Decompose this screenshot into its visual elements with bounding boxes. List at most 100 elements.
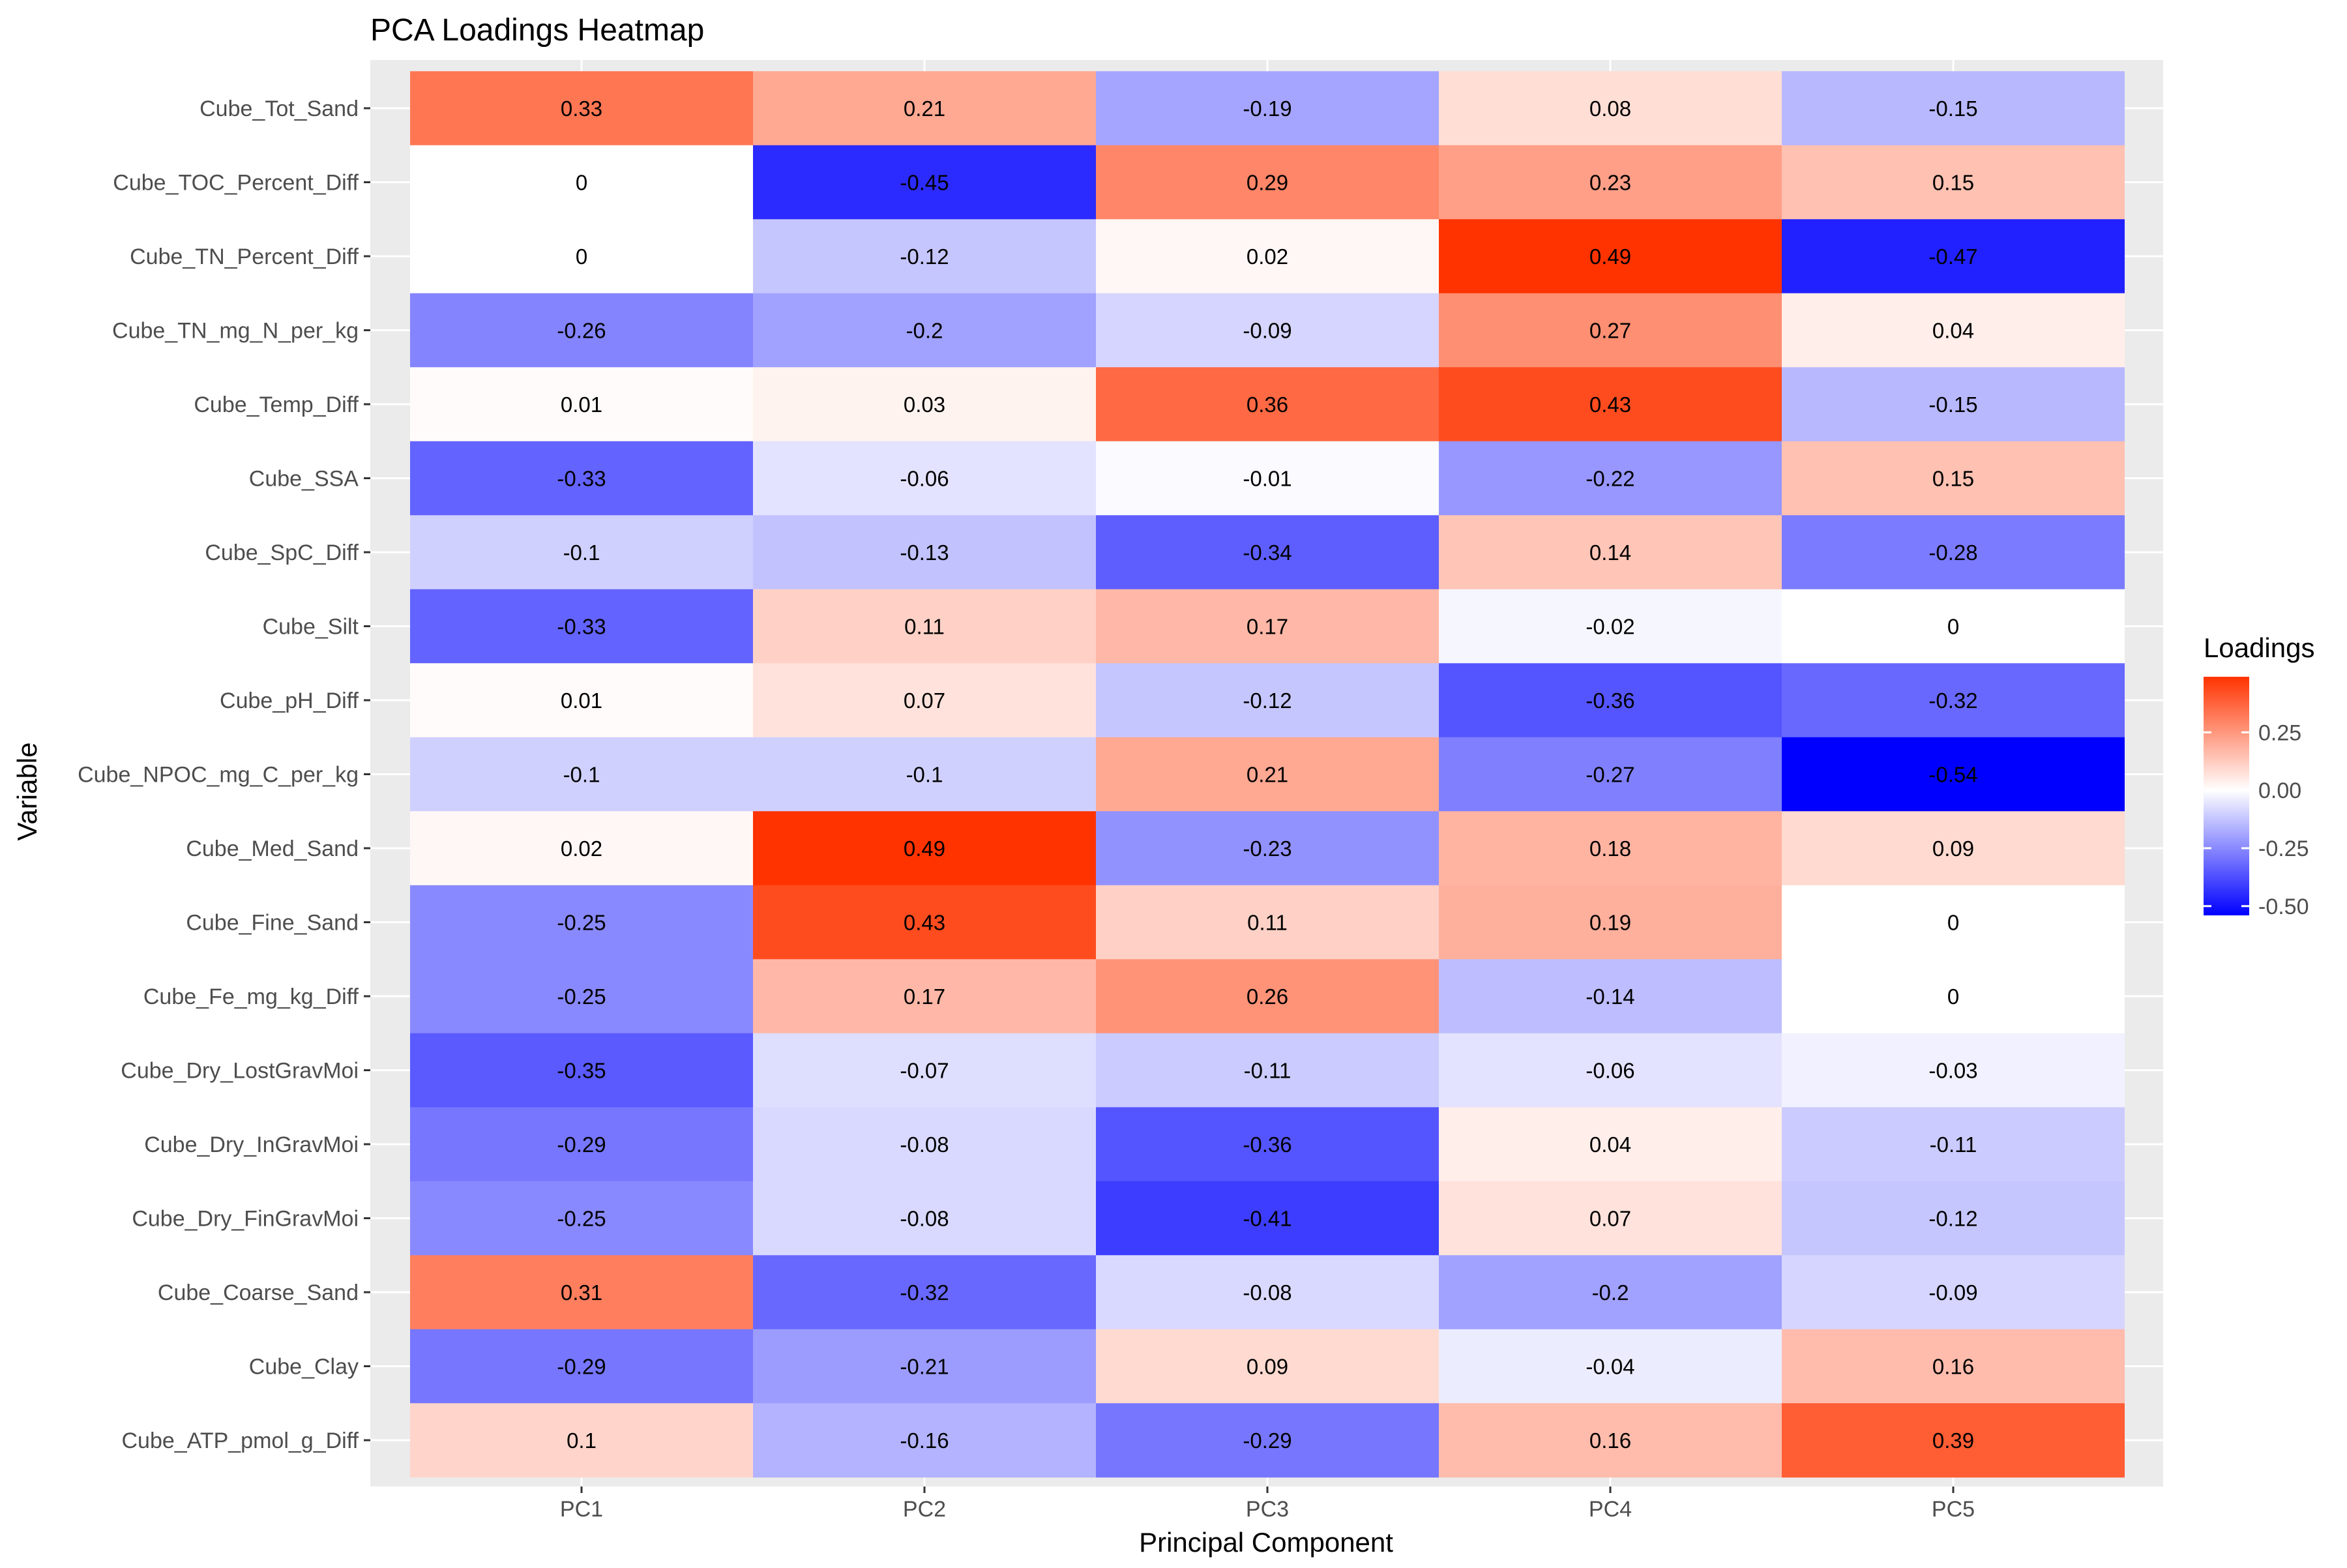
cell-value-label: 0.02: [1247, 244, 1288, 269]
cell-value-label: 0.14: [1589, 540, 1631, 565]
cell-value-label: -0.11: [1244, 1059, 1292, 1083]
heatmap-cell: [410, 589, 753, 664]
cell-value-label: 0.43: [1589, 392, 1631, 417]
heatmap-cell: [1096, 589, 1439, 664]
heatmap-cell: [753, 1181, 1096, 1256]
cell-value-label: -0.09: [1243, 319, 1292, 343]
cell-value-label: -0.07: [900, 1059, 949, 1083]
cell-value-label: -0.47: [1928, 244, 1977, 269]
heatmap-cell: [1096, 737, 1439, 812]
heatmap-cell: [753, 1107, 1096, 1182]
cell-value-label: -0.1: [563, 540, 600, 565]
cell-value-label: -0.35: [557, 1059, 606, 1083]
heatmap-cell: [1096, 145, 1439, 220]
heatmap-cell: [1096, 1403, 1439, 1478]
cell-value-label: 0.33: [561, 96, 602, 121]
heatmap-cell: [1782, 219, 2125, 294]
heatmap-cell: [1096, 663, 1439, 738]
cell-value-label: -0.1: [906, 763, 943, 787]
cell-value-label: 0.49: [904, 836, 945, 861]
cell-value-label: -0.08: [900, 1132, 949, 1157]
heatmap-cell: [410, 441, 753, 516]
heatmap-cell: [1782, 1033, 2125, 1108]
cell-value-label: -0.23: [1243, 836, 1292, 861]
heatmap-cell: [1096, 293, 1439, 368]
cell-value-label: 0.04: [1589, 1132, 1631, 1157]
cell-value-label: -0.12: [900, 244, 949, 269]
cell-value-label: -0.16: [900, 1428, 949, 1453]
cell-value-label: -0.36: [1243, 1132, 1292, 1157]
cell-value-label: -0.29: [557, 1355, 606, 1379]
cell-value-label: 0.21: [904, 96, 945, 121]
heatmap-cell: [410, 1107, 753, 1182]
heatmap-cell: [1782, 811, 2125, 886]
heatmap-cell: [1439, 71, 1782, 146]
heatmap-cell: [753, 1403, 1096, 1478]
cell-value-label: 0: [576, 171, 587, 195]
heatmap-cell: [1439, 1329, 1782, 1404]
heatmap-cell: [1096, 1181, 1439, 1256]
cell-value-label: -0.29: [557, 1132, 606, 1157]
heatmap-cell: [1439, 145, 1782, 220]
heatmap-cell: [1782, 589, 2125, 664]
cell-value-label: 0.26: [1247, 984, 1288, 1009]
heatmap-cell: [1439, 219, 1782, 294]
y-tick-label: Cube_Coarse_Sand: [158, 1280, 359, 1305]
cell-value-label: 0.49: [1589, 244, 1631, 269]
cell-value-label: 0: [1947, 615, 1959, 639]
heatmap-cell: [753, 1033, 1096, 1108]
heatmap-cell: [1096, 1033, 1439, 1108]
heatmap-cell: [1439, 737, 1782, 812]
cell-value-label: -0.06: [1586, 1059, 1634, 1083]
heatmap-cell: [1782, 441, 2125, 516]
heatmap-cell: [1782, 1255, 2125, 1330]
heatmap-cell: [1782, 1403, 2125, 1478]
heatmap-cell: [1096, 219, 1439, 294]
cell-value-label: 0.19: [1589, 911, 1631, 935]
y-tick-label: Cube_Dry_LostGravMoi: [121, 1059, 359, 1084]
cell-value-label: 0.16: [1589, 1428, 1631, 1453]
cell-value-label: -0.06: [900, 467, 949, 491]
x-tick-label: PC2: [903, 1497, 946, 1522]
heatmap-cell: [1439, 589, 1782, 664]
cell-value-label: 0.29: [1247, 171, 1288, 195]
legend-tick-label: 0.00: [2258, 778, 2301, 803]
cell-value-label: 0.09: [1247, 1355, 1288, 1379]
cell-value-label: -0.04: [1586, 1355, 1634, 1379]
heatmap-cell: [753, 219, 1096, 294]
y-tick-label: Cube_TN_Percent_Diff: [130, 244, 359, 269]
heatmap-cell: [410, 71, 753, 146]
heatmap-cell: [1439, 959, 1782, 1034]
cell-value-label: -0.26: [557, 319, 606, 343]
heatmap-cell: [410, 1033, 753, 1108]
heatmap-cell: [1439, 293, 1782, 368]
cell-value-label: -0.2: [906, 319, 943, 343]
heatmap-cell: [1782, 959, 2125, 1034]
cell-value-label: 0.03: [904, 392, 945, 417]
heatmap-cell: [753, 885, 1096, 960]
cell-value-label: -0.25: [557, 911, 606, 935]
heatmap-cell: [1782, 1181, 2125, 1256]
cell-value-label: -0.21: [900, 1355, 949, 1379]
y-tick-label: Cube_Dry_FinGravMoi: [132, 1207, 359, 1232]
cell-value-label: -0.54: [1928, 763, 1977, 787]
cell-value-label: -0.08: [900, 1207, 949, 1231]
cell-value-label: 0: [1947, 911, 1959, 935]
cell-value-label: 0.02: [561, 836, 602, 861]
heatmap-cell: [410, 811, 753, 886]
heatmap-cell: [1782, 737, 2125, 812]
legend-tick-label: 0.25: [2258, 720, 2301, 745]
heatmap-cell: [1782, 71, 2125, 146]
heatmap-cell: [753, 145, 1096, 220]
legend: Loadings 0.25 0.00 -0.25 -0.50: [2204, 632, 2314, 919]
cell-value-label: -0.29: [1243, 1428, 1292, 1453]
heatmap-cell: [753, 959, 1096, 1034]
heatmap-cell: [753, 367, 1096, 442]
heatmap-cell: [1782, 663, 2125, 738]
heatmap-cell: [1439, 885, 1782, 960]
heatmap-cell: [1439, 367, 1782, 442]
cell-value-label: -0.32: [1928, 688, 1977, 713]
y-axis: Cube_Tot_Sand Cube_TOC_Percent_Diff Cube_T…: [78, 96, 370, 1453]
heatmap-cell: [410, 293, 753, 368]
heatmap-cell: [410, 1329, 753, 1404]
